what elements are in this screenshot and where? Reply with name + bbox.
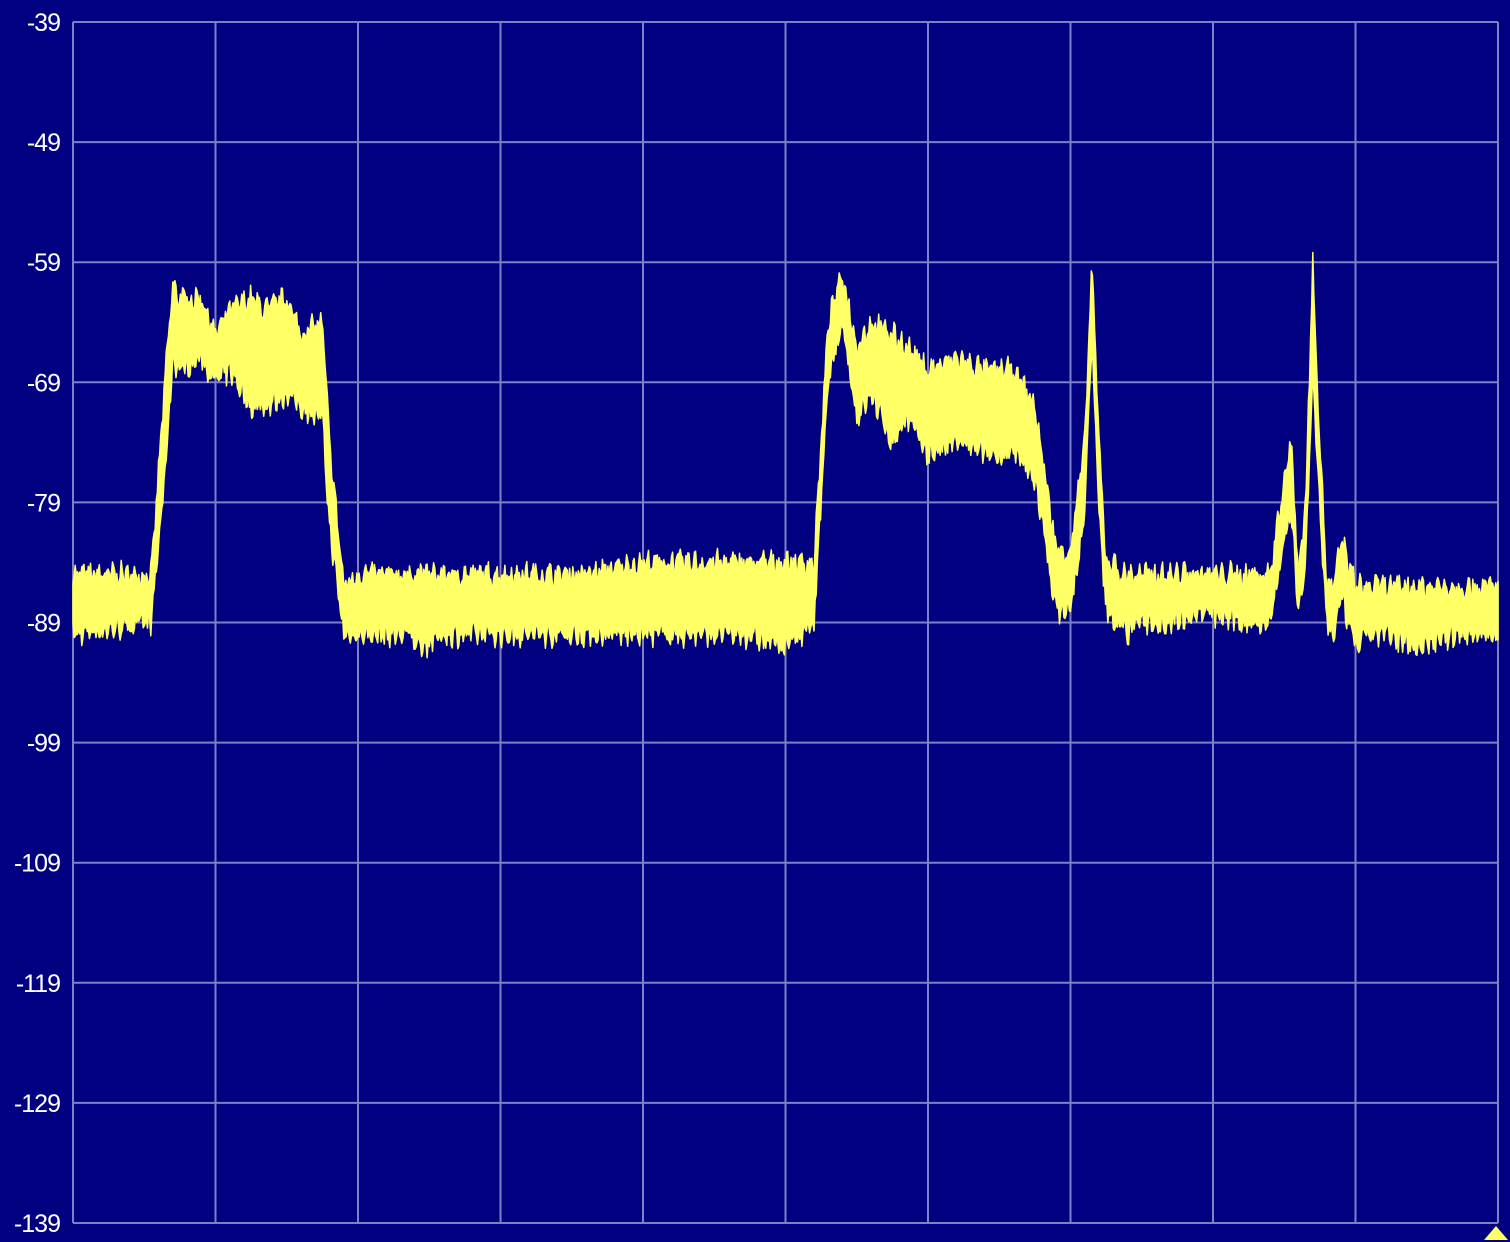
y-tick-label: -79 bbox=[27, 489, 60, 517]
y-axis-tick-labels: -39 -49 -59 -69 -79 -89 -99 -109 -119 -129 -139 bbox=[14, 9, 61, 1238]
y-tick-label: -99 bbox=[27, 730, 60, 758]
y-tick-label: -129 bbox=[14, 1090, 60, 1118]
y-tick-label: -69 bbox=[27, 369, 60, 397]
y-tick-label: -49 bbox=[27, 129, 60, 157]
y-tick-label: -139 bbox=[14, 1210, 60, 1238]
marker-triangle-icon[interactable] bbox=[1484, 1226, 1508, 1240]
y-tick-label: -89 bbox=[27, 610, 60, 638]
y-tick-label: -39 bbox=[27, 9, 60, 37]
y-tick-label: -119 bbox=[16, 970, 60, 998]
trace-layer bbox=[72, 251, 1499, 659]
y-tick-label: -59 bbox=[27, 249, 60, 277]
spectrum-trace bbox=[72, 251, 1499, 659]
y-tick-label: -109 bbox=[14, 850, 60, 878]
